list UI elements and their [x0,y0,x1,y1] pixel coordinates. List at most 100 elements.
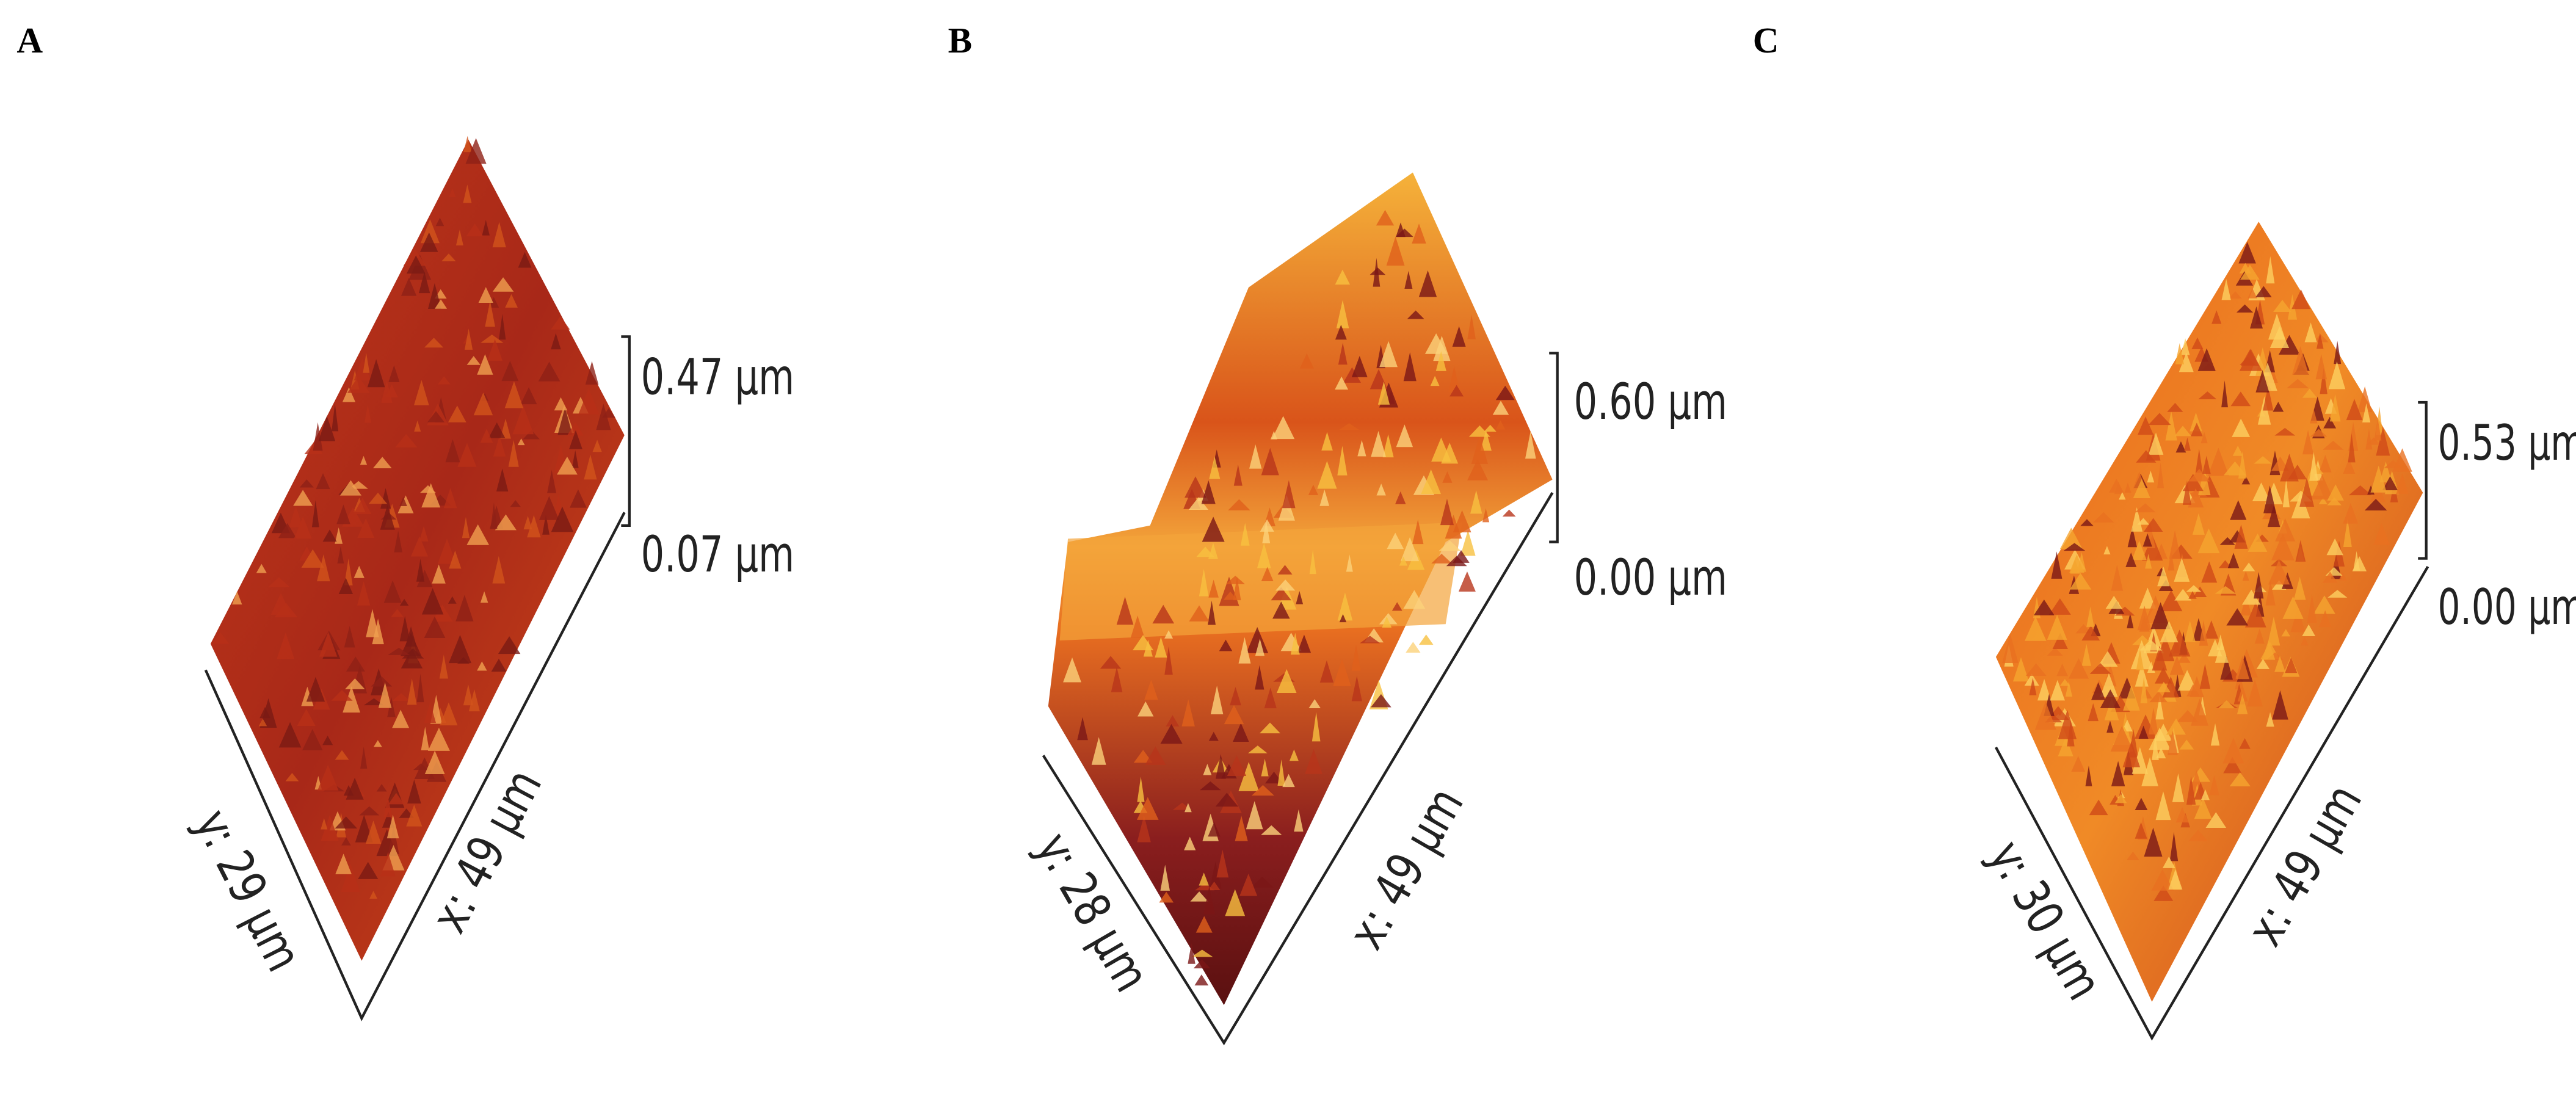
texture-bump [527,515,541,538]
texture-bump [547,469,557,493]
texture-bump [1210,686,1224,715]
texture-bump [1440,498,1454,526]
texture-bump [391,609,404,617]
texture-bump [1238,761,1260,791]
texture-bump [2177,653,2191,663]
texture-bump [1386,236,1405,266]
texture-bump [2110,725,2134,752]
texture-bump [1215,792,1239,807]
texture-bump [488,422,506,438]
texture-bump [520,387,537,405]
texture-bump [346,777,364,800]
texture-bump [1208,731,1219,741]
texture-bump [316,473,330,490]
texture-bump [1200,781,1221,791]
texture-bump [2192,513,2205,535]
texture-bump [2254,628,2265,644]
texture-bump [2254,456,2272,464]
texture-bump [1336,300,1349,328]
texture-bump [1225,889,1246,916]
texture-bump [407,779,421,804]
texture-bump [2198,391,2217,399]
z-min-label: 0.00 µm [1574,549,1727,606]
texture-bump [571,450,579,468]
texture-bump [1145,746,1166,765]
texture-bump [2221,278,2231,300]
texture-bump [500,418,511,439]
texture-bump [1458,571,1476,592]
texture-bump [2230,391,2251,407]
texture-bump [2285,657,2298,673]
texture-bump [358,861,379,879]
texture-bump [387,697,396,717]
texture-bump [354,358,371,380]
texture-bump [2245,602,2266,628]
texture-bump [2218,560,2232,568]
texture-bump [2343,459,2356,474]
texture-bump [2186,684,2200,697]
texture-bump [1376,209,1395,226]
texture-bump [2122,741,2141,767]
texture-bump [2272,690,2288,720]
texture-bump [585,361,599,385]
texture-bump [2188,469,2210,482]
texture-bump [392,693,410,701]
texture-bump [523,515,532,530]
texture-bump [473,392,493,416]
texture-bump [2250,306,2263,329]
texture-bump [508,440,519,467]
texture-bump [2204,620,2219,639]
texture-bump [405,626,417,647]
texture-bump [363,352,370,373]
texture-bump [2089,663,2111,674]
texture-bump [311,500,319,527]
texture-bump [371,676,393,687]
texture-bump [2047,615,2067,640]
axis-frame [204,512,626,1021]
texture-bump [388,647,410,655]
texture-bump [2215,641,2229,663]
texture-bump [2227,553,2240,568]
texture-bump [2048,598,2071,615]
texture-bump [1439,540,1461,551]
texture-bump [395,433,418,448]
texture-bump [1190,891,1208,902]
texture-bump [1424,333,1448,354]
texture-bump [2165,411,2177,441]
texture-bump [480,591,488,603]
texture-bump [1431,553,1452,564]
texture-bump [2323,440,2344,450]
texture-bump [256,564,267,573]
texture-bump [2174,426,2191,437]
texture-bump [322,529,337,542]
texture-bump [1480,430,1492,451]
texture-bump [2211,310,2222,324]
texture-bump [480,334,504,343]
texture-bump [478,287,493,303]
scale-bar [2418,401,2428,560]
texture-bump [2302,624,2316,636]
texture-bump [2123,684,2140,711]
texture-bump [2232,418,2251,437]
texture-bump [345,678,365,689]
texture-bump [2127,526,2137,548]
texture-bump [338,578,353,594]
texture-bump [1203,764,1212,775]
scale-bar [1549,352,1559,543]
texture-bump [1216,849,1229,878]
texture-bump [2293,576,2306,600]
texture-bump [448,405,466,422]
texture-bump [1391,602,1402,611]
texture-bump [2282,596,2304,619]
texture-bump [2168,869,2183,890]
texture-bump [1210,861,1222,889]
texture-bump [1219,639,1233,651]
texture-bump [427,727,450,751]
texture-bump [2142,533,2152,547]
texture-bump [1208,882,1221,890]
texture-bump [1239,874,1258,896]
texture-bump [2150,602,2171,629]
texture-bump [2148,413,2171,426]
texture-bump [1468,425,1490,437]
texture-bump [1208,822,1221,837]
